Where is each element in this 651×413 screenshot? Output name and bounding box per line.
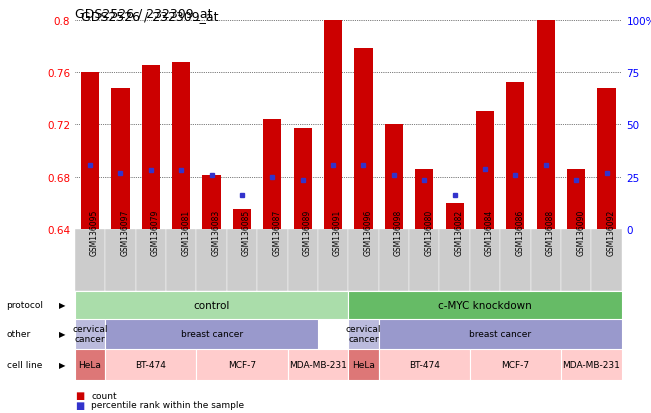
Text: HeLa: HeLa bbox=[79, 360, 102, 369]
Text: count: count bbox=[91, 391, 117, 400]
Text: protocol: protocol bbox=[7, 301, 44, 309]
Text: cervical
cancer: cervical cancer bbox=[72, 324, 108, 344]
Text: GSM136087: GSM136087 bbox=[272, 209, 281, 255]
Text: MDA-MB-231: MDA-MB-231 bbox=[289, 360, 347, 369]
Bar bbox=[81, 73, 99, 229]
Bar bbox=[263, 120, 281, 229]
Text: GSM136095: GSM136095 bbox=[90, 209, 99, 256]
Text: GSM136086: GSM136086 bbox=[516, 209, 524, 255]
Bar bbox=[500, 229, 531, 291]
Bar bbox=[172, 62, 190, 229]
Text: GDS2526 / 232309_at: GDS2526 / 232309_at bbox=[81, 10, 219, 23]
Text: GSM136080: GSM136080 bbox=[424, 209, 433, 255]
Text: GSM136098: GSM136098 bbox=[394, 209, 403, 255]
Text: GSM136082: GSM136082 bbox=[454, 209, 464, 255]
Text: GSM136081: GSM136081 bbox=[181, 209, 190, 255]
Bar bbox=[75, 349, 105, 380]
Bar bbox=[227, 229, 257, 291]
Bar bbox=[288, 229, 318, 291]
Bar bbox=[385, 125, 403, 229]
Bar bbox=[561, 349, 622, 380]
Text: ▶: ▶ bbox=[59, 330, 65, 338]
Text: MCF-7: MCF-7 bbox=[228, 360, 256, 369]
Bar bbox=[348, 319, 379, 349]
Bar bbox=[294, 129, 312, 229]
Bar bbox=[415, 169, 434, 229]
Bar bbox=[233, 210, 251, 229]
Text: GSM136097: GSM136097 bbox=[120, 209, 130, 256]
Bar bbox=[536, 21, 555, 229]
Bar bbox=[105, 319, 318, 349]
Bar bbox=[324, 21, 342, 229]
Bar bbox=[379, 229, 409, 291]
Bar bbox=[288, 349, 348, 380]
Text: percentile rank within the sample: percentile rank within the sample bbox=[91, 400, 244, 409]
Bar bbox=[348, 229, 379, 291]
Bar bbox=[202, 176, 221, 229]
Bar bbox=[506, 83, 525, 229]
Text: ▶: ▶ bbox=[59, 360, 65, 369]
Bar bbox=[75, 319, 105, 349]
Text: GSM136085: GSM136085 bbox=[242, 209, 251, 255]
Text: BT-474: BT-474 bbox=[135, 360, 166, 369]
Bar bbox=[476, 112, 494, 229]
Text: ■: ■ bbox=[75, 390, 84, 400]
Text: ▶: ▶ bbox=[59, 301, 65, 309]
Text: control: control bbox=[193, 300, 230, 310]
Text: cervical
cancer: cervical cancer bbox=[346, 324, 381, 344]
Bar bbox=[142, 66, 160, 229]
Bar bbox=[470, 229, 500, 291]
Bar bbox=[567, 169, 585, 229]
Bar bbox=[348, 291, 622, 319]
Bar bbox=[531, 229, 561, 291]
Bar bbox=[445, 203, 464, 229]
Text: MCF-7: MCF-7 bbox=[501, 360, 529, 369]
Bar bbox=[598, 88, 616, 229]
Bar bbox=[105, 229, 135, 291]
Bar bbox=[257, 229, 288, 291]
Text: GDS2526 / 232309_at: GDS2526 / 232309_at bbox=[75, 7, 212, 19]
Text: GSM136096: GSM136096 bbox=[363, 209, 372, 256]
Text: cell line: cell line bbox=[7, 360, 42, 369]
Text: GSM136084: GSM136084 bbox=[485, 209, 494, 255]
Text: other: other bbox=[7, 330, 31, 338]
Bar bbox=[166, 229, 197, 291]
Text: GSM136090: GSM136090 bbox=[576, 209, 585, 256]
Text: breast cancer: breast cancer bbox=[180, 330, 243, 338]
Text: MDA-MB-231: MDA-MB-231 bbox=[562, 360, 620, 369]
Bar bbox=[318, 229, 348, 291]
Text: GSM136083: GSM136083 bbox=[212, 209, 221, 255]
Bar bbox=[379, 319, 622, 349]
Bar bbox=[439, 229, 470, 291]
Bar bbox=[105, 349, 197, 380]
Bar bbox=[470, 349, 561, 380]
Bar bbox=[354, 49, 372, 229]
Bar bbox=[409, 229, 439, 291]
Text: ■: ■ bbox=[75, 400, 84, 410]
Text: GSM136079: GSM136079 bbox=[151, 209, 159, 256]
Text: GSM136088: GSM136088 bbox=[546, 209, 555, 255]
Text: breast cancer: breast cancer bbox=[469, 330, 531, 338]
Bar bbox=[348, 349, 379, 380]
Text: c-MYC knockdown: c-MYC knockdown bbox=[438, 300, 532, 310]
Bar bbox=[197, 229, 227, 291]
Text: GSM136091: GSM136091 bbox=[333, 209, 342, 255]
Text: HeLa: HeLa bbox=[352, 360, 375, 369]
Text: BT-474: BT-474 bbox=[409, 360, 439, 369]
Bar bbox=[197, 349, 288, 380]
Bar bbox=[379, 349, 470, 380]
Text: GSM136092: GSM136092 bbox=[607, 209, 615, 255]
Bar bbox=[591, 229, 622, 291]
Bar bbox=[75, 291, 348, 319]
Bar bbox=[111, 88, 130, 229]
Bar bbox=[75, 229, 105, 291]
Bar bbox=[135, 229, 166, 291]
Bar bbox=[561, 229, 591, 291]
Text: GSM136089: GSM136089 bbox=[303, 209, 312, 255]
